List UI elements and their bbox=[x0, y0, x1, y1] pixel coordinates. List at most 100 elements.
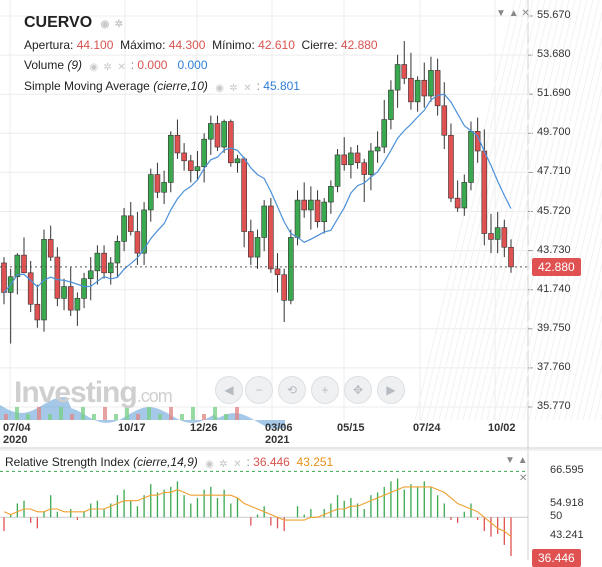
candle-body bbox=[354, 152, 361, 164]
sma-close-icon[interactable]: ✕ bbox=[243, 82, 252, 94]
volume-bar bbox=[191, 407, 195, 420]
rsi-close-pane-icon[interactable]: ✕ bbox=[519, 473, 528, 484]
volume-param: (9) bbox=[67, 58, 83, 72]
collapse-icon[interactable]: ▼ bbox=[496, 8, 506, 19]
scroll-right-icon[interactable]: ▶ bbox=[377, 376, 405, 404]
date-label-year: 2020 bbox=[3, 434, 28, 446]
reset-zoom-icon[interactable]: ⟲ bbox=[278, 376, 306, 404]
volume-bar bbox=[147, 407, 151, 420]
low-label: Mínimo: bbox=[212, 38, 255, 52]
ohlc-legend: Apertura: 44.100 Máximo: 44.300 Mínimo: … bbox=[24, 38, 378, 52]
close-pane-icon[interactable]: ✕ bbox=[521, 8, 530, 19]
candle-body bbox=[21, 254, 27, 274]
candle-body bbox=[268, 205, 274, 270]
hatch-line bbox=[510, 35, 602, 421]
candle-body bbox=[34, 303, 41, 321]
date-label-top: 07/04 bbox=[3, 422, 31, 434]
price-tick-label: 35.770 bbox=[537, 400, 571, 412]
candle-body bbox=[228, 121, 234, 164]
hatch-line bbox=[480, 0, 582, 421]
candle-body bbox=[414, 79, 421, 103]
low-value: 42.610 bbox=[258, 38, 295, 52]
hatch-line bbox=[528, 111, 602, 421]
hatch-line bbox=[486, 0, 588, 421]
candle-body bbox=[308, 199, 314, 211]
hatch-line bbox=[450, 0, 552, 421]
price-tick-label: 47.710 bbox=[537, 165, 571, 178]
candle-body bbox=[201, 138, 207, 168]
eye-icon[interactable]: ◉ bbox=[100, 18, 110, 30]
candle-body bbox=[241, 158, 247, 232]
settings-icon[interactable]: ✲ bbox=[114, 18, 124, 30]
volume-eye-icon[interactable]: ◉ bbox=[89, 61, 99, 73]
rsi-eye-icon[interactable]: ◉ bbox=[205, 458, 214, 470]
sma-param: (cierre,10) bbox=[153, 79, 208, 93]
hatch-line bbox=[456, 0, 558, 421]
volume-bar bbox=[169, 407, 173, 420]
hatch-line bbox=[504, 10, 602, 421]
hatch-line bbox=[516, 60, 602, 421]
candle-body bbox=[374, 146, 381, 152]
sma-eye-icon[interactable]: ◉ bbox=[215, 82, 224, 94]
candle-body bbox=[121, 215, 127, 242]
sma-settings-icon[interactable]: ✲ bbox=[229, 82, 238, 94]
candle-body bbox=[27, 272, 34, 305]
sma-label: Simple Moving Average bbox=[24, 79, 150, 93]
volume-bar bbox=[136, 414, 140, 420]
open-value: 44.100 bbox=[76, 38, 114, 52]
ticker-title: CUERVO ◉ ✲ bbox=[24, 14, 125, 32]
volume-close-icon[interactable]: ✕ bbox=[117, 61, 126, 73]
zoom-in-icon[interactable]: + bbox=[311, 376, 339, 404]
rsi-expand-icon[interactable]: ▲ bbox=[517, 455, 528, 466]
candle-body bbox=[81, 278, 87, 299]
high-label: Máximo: bbox=[120, 38, 166, 52]
candle-body bbox=[314, 199, 321, 223]
volume-legend: Volume (9) ◉ ✲ ✕ : 0.000 0.000 bbox=[24, 58, 208, 73]
hatch-line bbox=[534, 136, 602, 421]
candle-body bbox=[101, 252, 107, 274]
candle-body bbox=[348, 152, 354, 166]
price-tick-label: 51.690 bbox=[537, 87, 571, 100]
rsi-tick-label: 50 bbox=[550, 510, 563, 523]
candle-body bbox=[134, 231, 141, 254]
pan-icon[interactable]: ✥ bbox=[344, 376, 372, 404]
candle-body bbox=[248, 231, 254, 258]
rsi-settings-icon[interactable]: ✲ bbox=[219, 458, 228, 470]
date-tick-label: 07/04 2020 bbox=[3, 422, 31, 446]
candle-body bbox=[368, 150, 374, 175]
candle-body bbox=[61, 286, 67, 299]
hatch-line bbox=[444, 0, 546, 421]
candle-body bbox=[114, 241, 121, 264]
candle-body bbox=[127, 215, 134, 232]
rsi-tick-label: 43.241 bbox=[550, 528, 584, 541]
volume-bar bbox=[180, 414, 184, 420]
rsi-tick-label: 54.918 bbox=[550, 496, 584, 509]
pane-controls: ▼ ▲ ✕ bbox=[496, 8, 530, 19]
sma-legend: Simple Moving Average (cierre,10) ◉ ✲ ✕ : … bbox=[24, 79, 300, 94]
rsi-collapse-icon[interactable]: ▼ bbox=[505, 455, 515, 466]
hatch-line bbox=[564, 262, 602, 421]
date-label-top: 03/06 bbox=[265, 422, 293, 434]
zoom-out-icon[interactable]: − bbox=[245, 376, 273, 404]
candle-body bbox=[421, 79, 428, 97]
candle-body bbox=[54, 256, 61, 299]
volume-bar bbox=[114, 414, 118, 420]
date-tick-label: 05/15 bbox=[337, 422, 365, 434]
volume-bar bbox=[92, 414, 96, 420]
volume-bar bbox=[59, 407, 63, 420]
price-tick-label: 53.680 bbox=[537, 48, 571, 61]
rsi-close-icon[interactable]: ✕ bbox=[233, 458, 242, 470]
rsi-tick-label: 66.595 bbox=[550, 464, 584, 477]
volume-settings-icon[interactable]: ✲ bbox=[103, 61, 112, 73]
candle-body bbox=[428, 70, 434, 97]
expand-icon[interactable]: ▲ bbox=[508, 8, 519, 19]
candle-body bbox=[488, 233, 494, 240]
scroll-left-icon[interactable]: ◀ bbox=[215, 376, 243, 404]
candle-body bbox=[468, 131, 474, 183]
date-tick-label: 10/17 bbox=[118, 422, 146, 434]
candle-body bbox=[147, 174, 154, 211]
candle-body bbox=[288, 237, 294, 301]
date-label-top: 10/17 bbox=[118, 422, 146, 434]
